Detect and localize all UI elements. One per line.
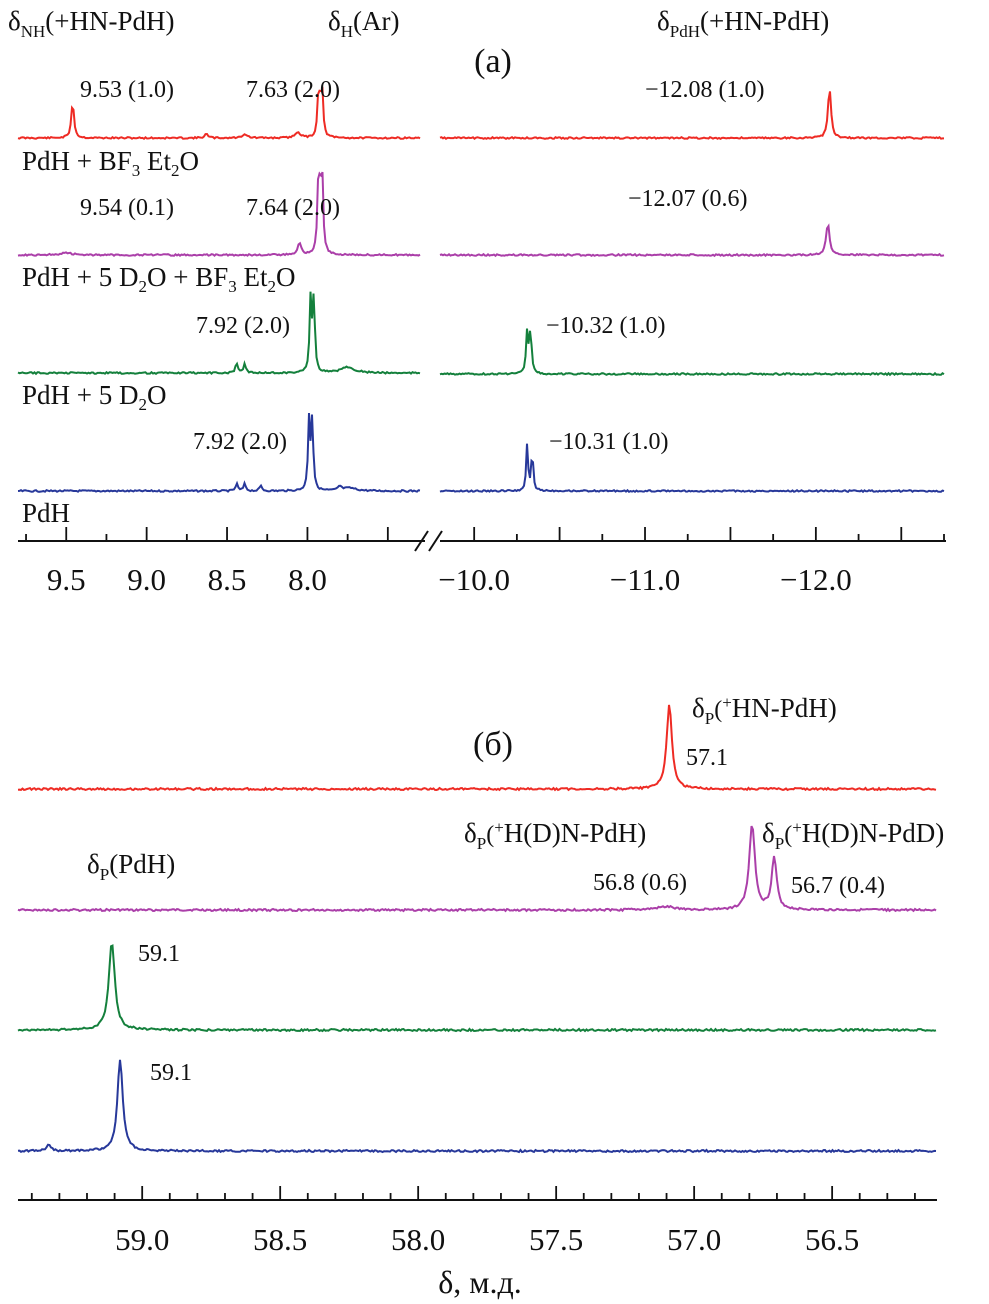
region-label-nh: δNH(+HN-PdH) xyxy=(8,6,175,41)
peak-annotation-b-3-1: 59.1 xyxy=(138,941,180,967)
peak-annotation-b-1-1: 57.1 xyxy=(686,745,728,771)
series-label-1: PdH + BF3 Et2O xyxy=(22,146,199,180)
panel-a-title: (а) xyxy=(474,43,512,80)
tick-label-b-5: 57.0 xyxy=(667,1222,721,1257)
peak-annotation-b-4-1: 59.1 xyxy=(150,1060,192,1086)
peak-label-b-2a: δP(+H(D)N-PdH) xyxy=(464,818,646,853)
panel-b: (б) δP(+HN-PdH) δP(+H(D)N-PdH) δP(+H(D)N-Pd… xyxy=(17,693,944,1300)
peak-annotation-b-2-1: 56.8 (0.6) xyxy=(593,870,687,896)
x-axis-title-b: δ, м.д. xyxy=(438,1264,522,1300)
peak-label-b-2b: δP(+H(D)N-PdD) xyxy=(762,818,944,853)
peak-annotation-a-1-2: 7.63 (2.0) xyxy=(246,77,340,103)
spectrum-a-left-4 xyxy=(17,412,421,493)
peak-annotation-a-1-3: −12.08 (1.0) xyxy=(645,77,765,103)
peak-annotation-a-1-1: 9.53 (1.0) xyxy=(80,77,174,103)
peak-label-b-1: δP(+HN-PdH) xyxy=(692,693,837,728)
peak-label-b-3: δP(PdH) xyxy=(87,849,175,884)
tick-label-b-6: 56.5 xyxy=(805,1222,859,1257)
peak-annotation-a-3-1: 7.92 (2.0) xyxy=(196,313,290,339)
spectrum-a-right-2 xyxy=(439,223,945,258)
tick-label-b-2: 58.5 xyxy=(253,1222,307,1257)
panel-a: δNH(+HN-PdH) δH(Ar) δPdH(+HN-PdH) (а) PdH + … xyxy=(8,6,946,597)
spectrum-b-2 xyxy=(17,825,937,913)
spectrum-a-left-3 xyxy=(17,291,421,376)
spectrum-a-left-1 xyxy=(17,86,421,141)
spectrum-a-right-3 xyxy=(439,328,945,377)
tick-label-b-3: 58.0 xyxy=(391,1222,445,1257)
spectrum-b-4 xyxy=(17,1059,937,1154)
peak-annotation-a-2-1: 9.54 (0.1) xyxy=(80,195,174,221)
tick-label-a-4: 8.0 xyxy=(288,562,327,597)
tick-label-a-3: 8.5 xyxy=(208,562,247,597)
peak-annotation-b-2-2: 56.7 (0.4) xyxy=(791,873,885,899)
tick-label-a-r3: −12.0 xyxy=(780,562,852,597)
spectrum-b-3 xyxy=(17,944,937,1033)
series-label-4: PdH xyxy=(22,498,70,528)
tick-label-a-2: 9.0 xyxy=(127,562,166,597)
region-label-pdh: δPdH(+HN-PdH) xyxy=(657,6,829,41)
spectrum-b-1 xyxy=(17,704,937,792)
axis-break-1 xyxy=(414,530,429,552)
spectrum-a-left-2 xyxy=(17,171,421,258)
axis-break-2 xyxy=(428,530,443,552)
spectrum-a-right-4 xyxy=(439,443,945,494)
tick-label-a-r1: −10.0 xyxy=(438,562,510,597)
peak-annotation-a-4-2: −10.31 (1.0) xyxy=(549,429,669,455)
region-label-ar: δH(Ar) xyxy=(328,6,400,41)
peak-annotation-a-2-3: −12.07 (0.6) xyxy=(628,186,748,212)
peak-annotation-a-3-2: −10.32 (1.0) xyxy=(546,313,666,339)
peak-annotation-a-2-2: 7.64 (2.0) xyxy=(246,195,340,221)
spectrum-a-right-1 xyxy=(439,91,944,141)
peak-annotation-a-4-1: 7.92 (2.0) xyxy=(193,429,287,455)
tick-label-b-4: 57.5 xyxy=(529,1222,583,1257)
series-label-3: PdH + 5 D2O xyxy=(22,380,167,414)
tick-label-a-r2: −11.0 xyxy=(610,562,681,597)
tick-label-a-1: 9.5 xyxy=(47,562,86,597)
series-label-2: PdH + 5 D2O + BF3 Et2O xyxy=(22,262,296,296)
tick-label-b-1: 59.0 xyxy=(115,1222,169,1257)
panel-b-title: (б) xyxy=(473,726,513,763)
